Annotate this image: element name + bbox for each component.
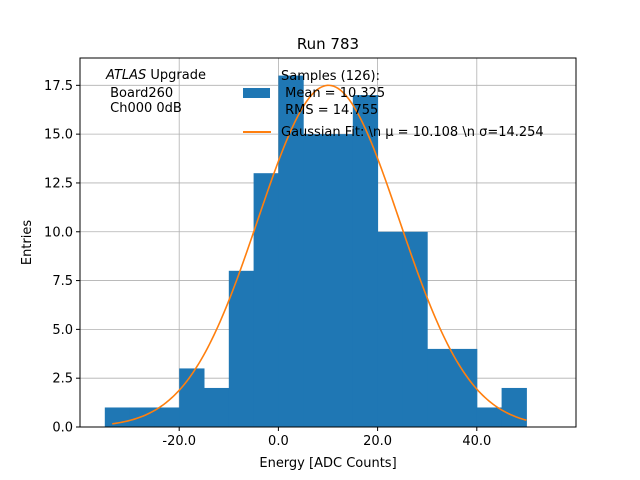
x-tick-label: 0.0: [268, 434, 289, 449]
y-tick-label: 12.5: [44, 176, 73, 191]
y-tick-label: 0.0: [52, 421, 73, 436]
histogram-bar: [352, 95, 379, 427]
histogram-bar: [154, 407, 180, 427]
plot-frame: [79, 57, 577, 428]
histogram-bar: [179, 368, 205, 427]
x-axis-ticks: -20.0 0.0 20.0 40.0: [162, 427, 491, 449]
y-tick-label: 10.0: [44, 225, 73, 240]
x-axis-title: Energy [ADC Counts]: [259, 456, 396, 471]
histogram-bars: [104, 75, 527, 428]
x-tick-label: 40.0: [462, 434, 491, 449]
fit-curve: [112, 84, 527, 425]
y-tick-label: 5.0: [52, 323, 73, 338]
legend: Samples (126): Mean = 10.325 RMS = 14.75…: [243, 69, 544, 140]
y-tick-label: 7.5: [52, 274, 73, 289]
annotation-upgrade: Upgrade: [146, 68, 206, 83]
legend-histogram-swatch: [243, 88, 270, 98]
annotation-line-3: Ch000 0dB: [106, 101, 182, 116]
legend-histogram-line-2: Mean = 10.325: [281, 86, 385, 101]
histogram-bar: [427, 348, 453, 427]
legend-histogram-line-1: Samples (126):: [281, 69, 380, 84]
legend-histogram-line-3: RMS = 14.755: [281, 103, 378, 118]
x-tick-label: -20.0: [162, 434, 196, 449]
annotation: ATLAS Upgrade Board260 Ch000 0dB: [105, 68, 206, 116]
y-tick-label: 17.5: [44, 79, 73, 94]
histogram-bar: [476, 407, 503, 427]
histogram-bar: [402, 231, 428, 427]
y-tick-label: 15.0: [44, 128, 73, 143]
y-tick-label: 2.5: [52, 372, 73, 387]
histogram-bar: [253, 173, 279, 427]
annotation-line-2: Board260: [106, 86, 173, 101]
y-axis-ticks: 0.0 2.5 5.0 7.5 10.0 12.5 15.0 17.5: [44, 79, 80, 436]
annotation-line-1: ATLAS Upgrade: [105, 68, 206, 83]
y-axis-title: Entries: [20, 220, 35, 266]
histogram-bar: [228, 270, 255, 427]
gaussian-fit: [112, 84, 527, 425]
annotation-atlas: ATLAS: [105, 68, 146, 83]
histogram-bar: [104, 407, 131, 427]
chart-title: Run 783: [297, 35, 359, 53]
histogram-bar: [452, 348, 478, 427]
histogram-bar: [278, 75, 304, 428]
legend-fit-label: Gaussian Fit: \n μ = 10.108 \n σ=14.254: [281, 125, 544, 140]
histogram-bar: [377, 231, 403, 427]
histogram-bar: [303, 134, 329, 427]
histogram-bar: [129, 407, 155, 427]
x-tick-label: 20.0: [363, 434, 392, 449]
histogram-bar: [501, 387, 527, 427]
histogram-bar: [204, 387, 230, 427]
histogram-bar: [328, 134, 354, 427]
